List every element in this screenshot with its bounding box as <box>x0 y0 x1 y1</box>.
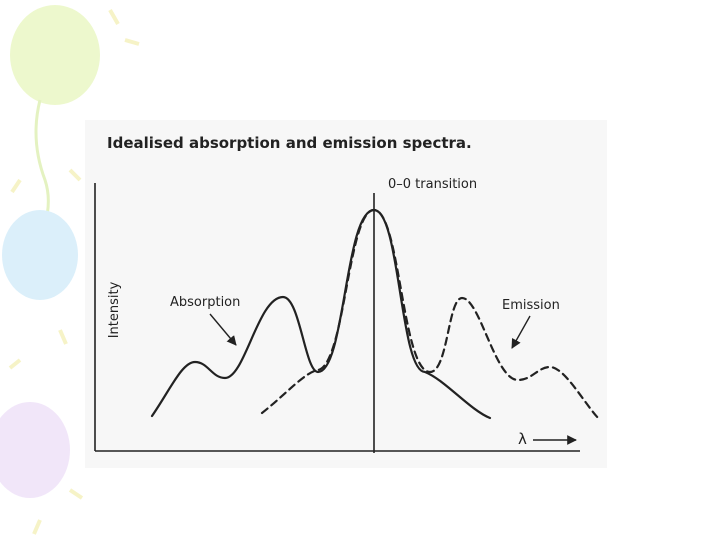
transition-label: 0–0 transition <box>388 177 477 192</box>
absorption-arrow <box>209 313 237 346</box>
x-axis-label: λ <box>518 430 527 448</box>
y-axis-label: Intensity <box>107 281 122 338</box>
figure-title: Idealised absorption and emission spectr… <box>107 134 472 152</box>
figure-panel <box>85 120 607 468</box>
emission-arrow <box>511 315 531 349</box>
absorption-curve <box>150 208 492 420</box>
emission-label: Emission <box>502 298 560 313</box>
balloon-decoration <box>0 5 140 535</box>
emission-curve <box>260 208 602 422</box>
absorption-label: Absorption <box>170 295 240 310</box>
